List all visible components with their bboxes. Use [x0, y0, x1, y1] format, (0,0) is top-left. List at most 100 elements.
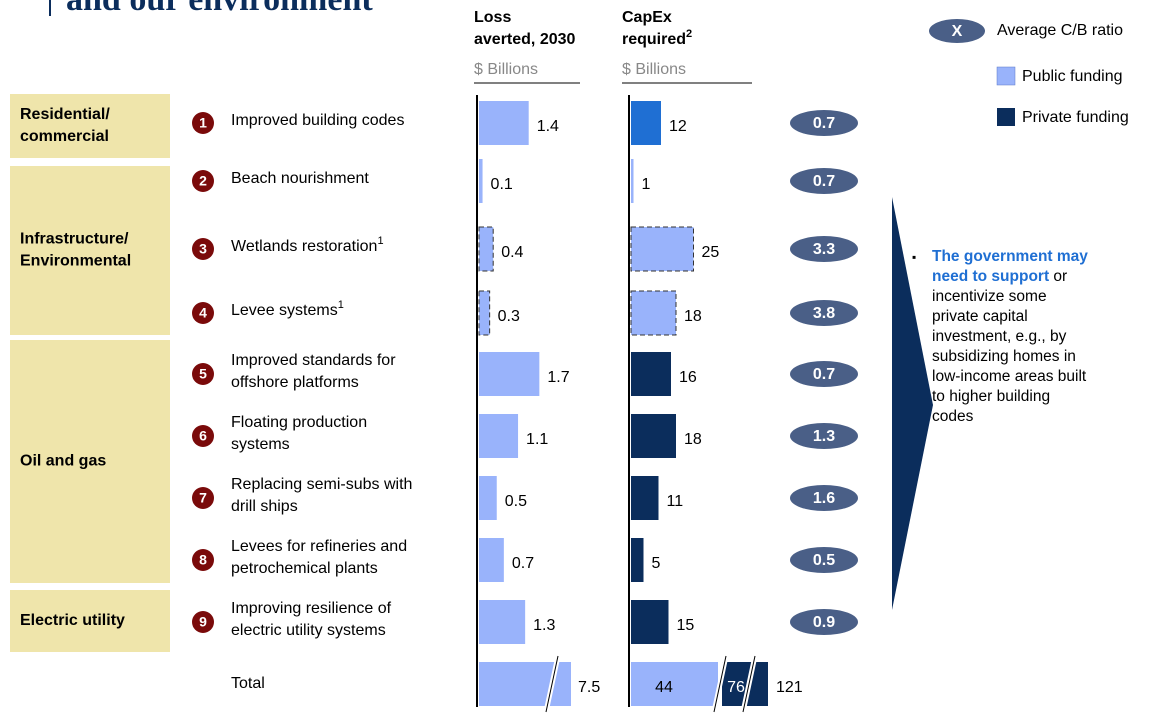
loss-value: 0.3 — [498, 308, 520, 325]
ratio-pill — [790, 236, 858, 262]
break-line — [742, 655, 756, 713]
legend-ratio-pill — [929, 19, 985, 43]
loss-bar — [479, 476, 497, 520]
row-number: 3 — [199, 241, 207, 257]
row-label-line: Improved building codes — [231, 112, 404, 129]
ratio-value: 0.7 — [813, 366, 835, 383]
column-title: CapEx — [622, 9, 672, 26]
row-number-badge — [192, 425, 214, 447]
row-number-badge — [192, 363, 214, 385]
row-label: Wetlands restoration1 — [231, 235, 384, 255]
group-label: Electric utility — [20, 612, 125, 629]
loss-bar — [479, 159, 483, 203]
row-label-line: Beach nourishment — [231, 170, 369, 187]
callout: The government may need to support or in… — [932, 247, 1092, 427]
ratio-value: 0.7 — [813, 115, 835, 132]
column-title-line: Loss — [474, 9, 511, 26]
column-title: averted, 2030 — [474, 31, 576, 48]
group-label-line: Oil and gas — [20, 453, 106, 470]
group-label: Residential/commercial — [20, 106, 110, 145]
column-unit: $ Billions — [474, 61, 538, 78]
loss-bar — [479, 101, 529, 145]
capex-bar — [631, 600, 669, 644]
ratio-value: 1.6 — [813, 490, 835, 507]
row-number-badge — [192, 549, 214, 571]
row-label-line: electric utility systems — [231, 622, 386, 639]
loss-bar — [479, 352, 540, 396]
loss-value: 0.1 — [491, 176, 513, 193]
row-label: Improved standards for offshore platforms — [231, 352, 396, 391]
loss-bar — [478, 226, 494, 272]
column-title-line: required — [622, 31, 686, 48]
ratio-pill — [790, 423, 858, 449]
group-box — [10, 166, 170, 335]
row-number-badge — [192, 302, 214, 324]
ratio-value: 0.7 — [813, 173, 835, 190]
capex-bar — [631, 476, 659, 520]
capex-value: 18 — [684, 431, 702, 448]
row-label-line: petrochemical plants — [231, 560, 378, 577]
group-label: Oil and gas — [20, 453, 106, 470]
row-number: 6 — [199, 428, 207, 444]
capex-value: 12 — [669, 118, 687, 135]
capex-bar — [630, 290, 677, 336]
legend-ratio-label: Average C/B ratio — [997, 22, 1123, 39]
row-label: Floating production systems — [231, 414, 367, 453]
capex-bar — [631, 538, 644, 582]
row-label-line: drill ships — [231, 498, 298, 515]
column-title-line: averted, 2030 — [474, 31, 576, 48]
footnote: 1 — [338, 299, 344, 311]
row-label-line: Replacing semi-subs with — [231, 476, 412, 493]
loss-bar — [479, 600, 526, 644]
row-number: 5 — [199, 366, 207, 382]
group-label-line: Infrastructure/ — [20, 231, 129, 248]
title: and our environment — [66, 0, 373, 18]
ratio-value: 3.8 — [813, 305, 835, 322]
legend-private-label: Private funding — [1022, 109, 1129, 126]
ratio-value: 0.5 — [813, 552, 835, 569]
loss-bar — [479, 414, 519, 458]
total-capex-value: 121 — [776, 679, 803, 696]
row-label: Replacing semi-subs with drill ships — [231, 476, 412, 515]
row-number-badge — [192, 238, 214, 260]
capex-value: 5 — [652, 555, 661, 572]
row-label: Levee systems1 — [231, 299, 344, 319]
loss-value: 0.5 — [505, 493, 527, 510]
total-label: Total — [231, 675, 265, 692]
group-label-line: Electric utility — [20, 612, 125, 629]
ratio-pill — [790, 609, 858, 635]
row-number: 4 — [199, 305, 207, 321]
capex-bar — [631, 352, 671, 396]
row-label: Improved building codes — [231, 112, 404, 129]
break-line — [545, 655, 559, 713]
capex-bar — [631, 101, 661, 145]
row-number: 1 — [199, 115, 207, 131]
legend-public-swatch — [996, 66, 1016, 86]
loss-value: 1.4 — [537, 118, 559, 135]
capex-value: 16 — [679, 369, 697, 386]
total-capex-public-value: 44 — [655, 679, 673, 696]
loss-value: 0.7 — [512, 555, 534, 572]
ratio-value: 3.3 — [813, 241, 835, 258]
row-label-line: Levees for refineries and — [231, 538, 407, 555]
row-label: Improving resilience of electric utility … — [231, 600, 392, 639]
footnote: 2 — [686, 28, 692, 40]
row-label-line: Wetlands restoration — [231, 238, 377, 255]
group-box — [10, 94, 170, 158]
legend-private-swatch — [997, 108, 1015, 126]
ratio-pill — [790, 110, 858, 136]
capex-bar — [631, 414, 676, 458]
group-label-line: commercial — [20, 128, 109, 145]
row-number-badge — [192, 170, 214, 192]
group-label-line: Residential/ — [20, 106, 110, 123]
total-capex-private-value: 76 — [727, 679, 745, 696]
loss-bar — [478, 290, 491, 336]
footnote: 1 — [377, 235, 383, 247]
callout-text: or incentivize some private capital inve… — [932, 268, 1087, 425]
bullet: ▪ — [912, 250, 917, 264]
capex-value: 18 — [684, 308, 702, 325]
group-label-line: Environmental — [20, 253, 131, 270]
arrow — [892, 197, 933, 610]
loss-value: 1.1 — [526, 431, 548, 448]
